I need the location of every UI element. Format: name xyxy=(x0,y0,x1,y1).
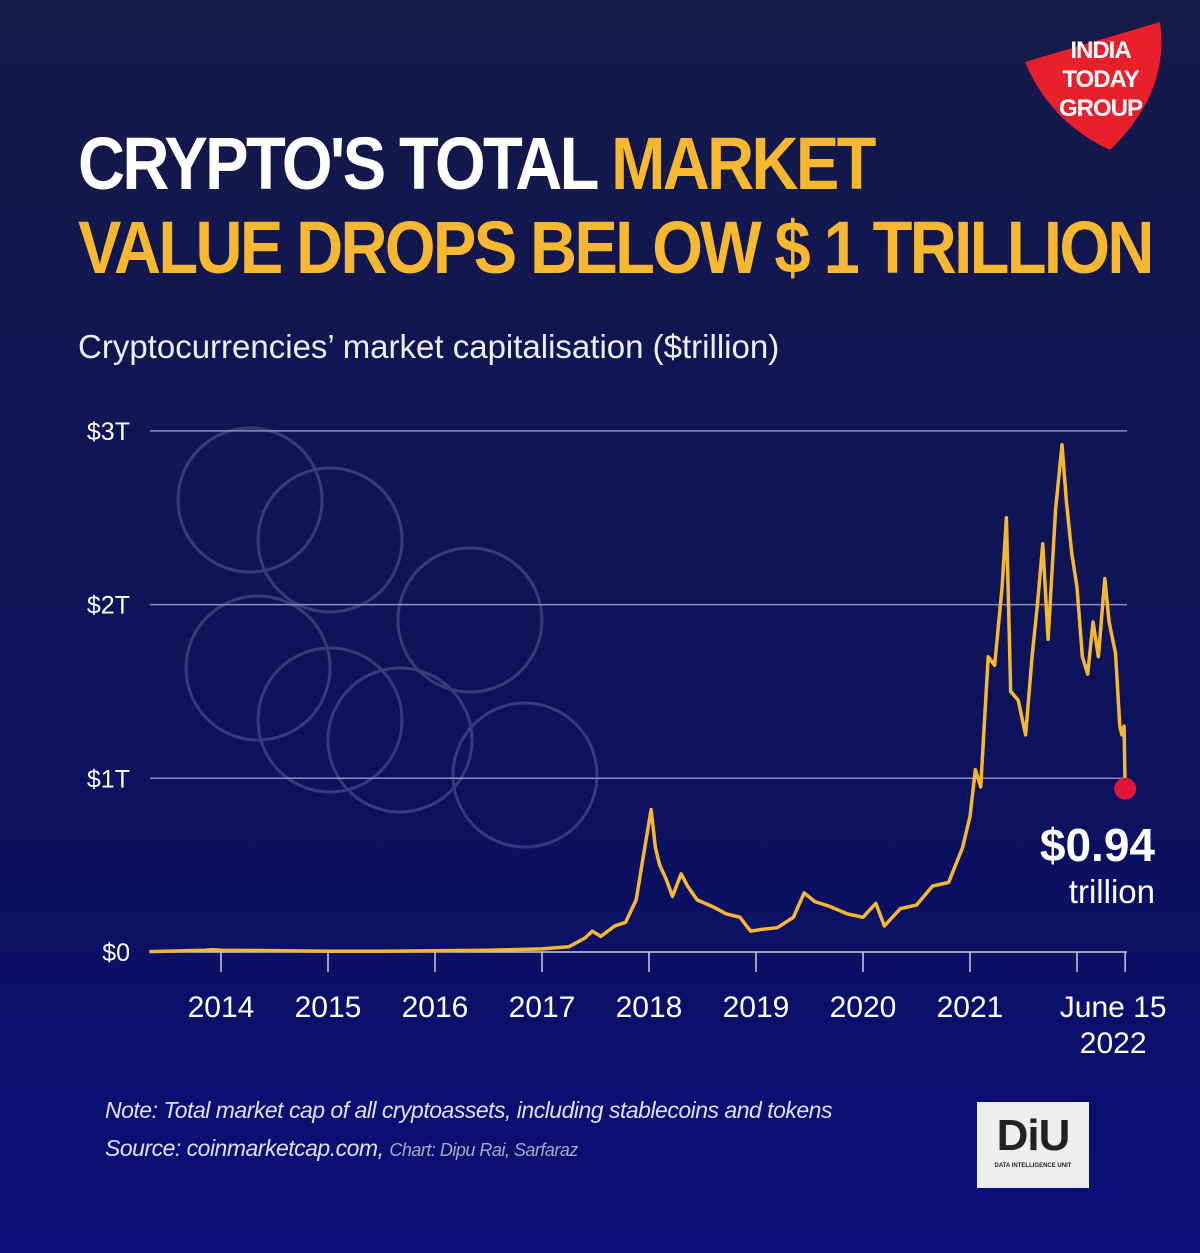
india-today-logo-text: INDIA TODAY GROUP xyxy=(1058,37,1143,122)
source: Source: coinmarketcap.com, Chart: Dipu R… xyxy=(105,1135,578,1161)
title-line-1: CRYPTO'S TOTAL MARKET xyxy=(78,122,876,205)
market-cap-line xyxy=(149,443,1127,954)
x-tick-label: 2017 xyxy=(509,991,576,1024)
x-tick-label: 2021 xyxy=(937,991,1004,1024)
x-tick-label: 2015 xyxy=(295,991,362,1024)
latest-value-marker xyxy=(1114,777,1137,800)
page-title: CRYPTO'S TOTAL MARKET VALUE DROPS BELOW … xyxy=(78,122,1154,290)
x-tick-label: 2016 xyxy=(402,991,469,1024)
y-tick-label: $3T xyxy=(87,418,130,446)
x-tick-label: 2014 xyxy=(188,991,255,1024)
x-tick-label: June 15 xyxy=(1060,991,1167,1024)
x-tick-label-year: 2022 xyxy=(1080,1027,1147,1060)
y-tick-label: $0 xyxy=(102,939,130,967)
y-tick-label: $1T xyxy=(87,765,130,793)
x-tick-label: 2018 xyxy=(616,991,683,1024)
y-tick-label: $2T xyxy=(87,592,130,620)
chart-subtitle: Cryptocurrencies’ market capitalisation … xyxy=(78,328,780,365)
title-line-2: VALUE DROPS BELOW $ 1 TRILLION xyxy=(78,206,1154,289)
note: Note: Total market cap of all cryptoasse… xyxy=(105,1097,832,1123)
latest-value-annotation: $0.94 trillion xyxy=(1039,819,1155,910)
coin-decoration xyxy=(176,426,599,849)
x-tick-label: 2019 xyxy=(723,991,790,1024)
x-tick-label: 2020 xyxy=(830,991,897,1024)
diu-logo: DiU DATA INTELLIGENCE UNIT xyxy=(977,1102,1089,1188)
india-today-logo xyxy=(1025,22,1162,150)
